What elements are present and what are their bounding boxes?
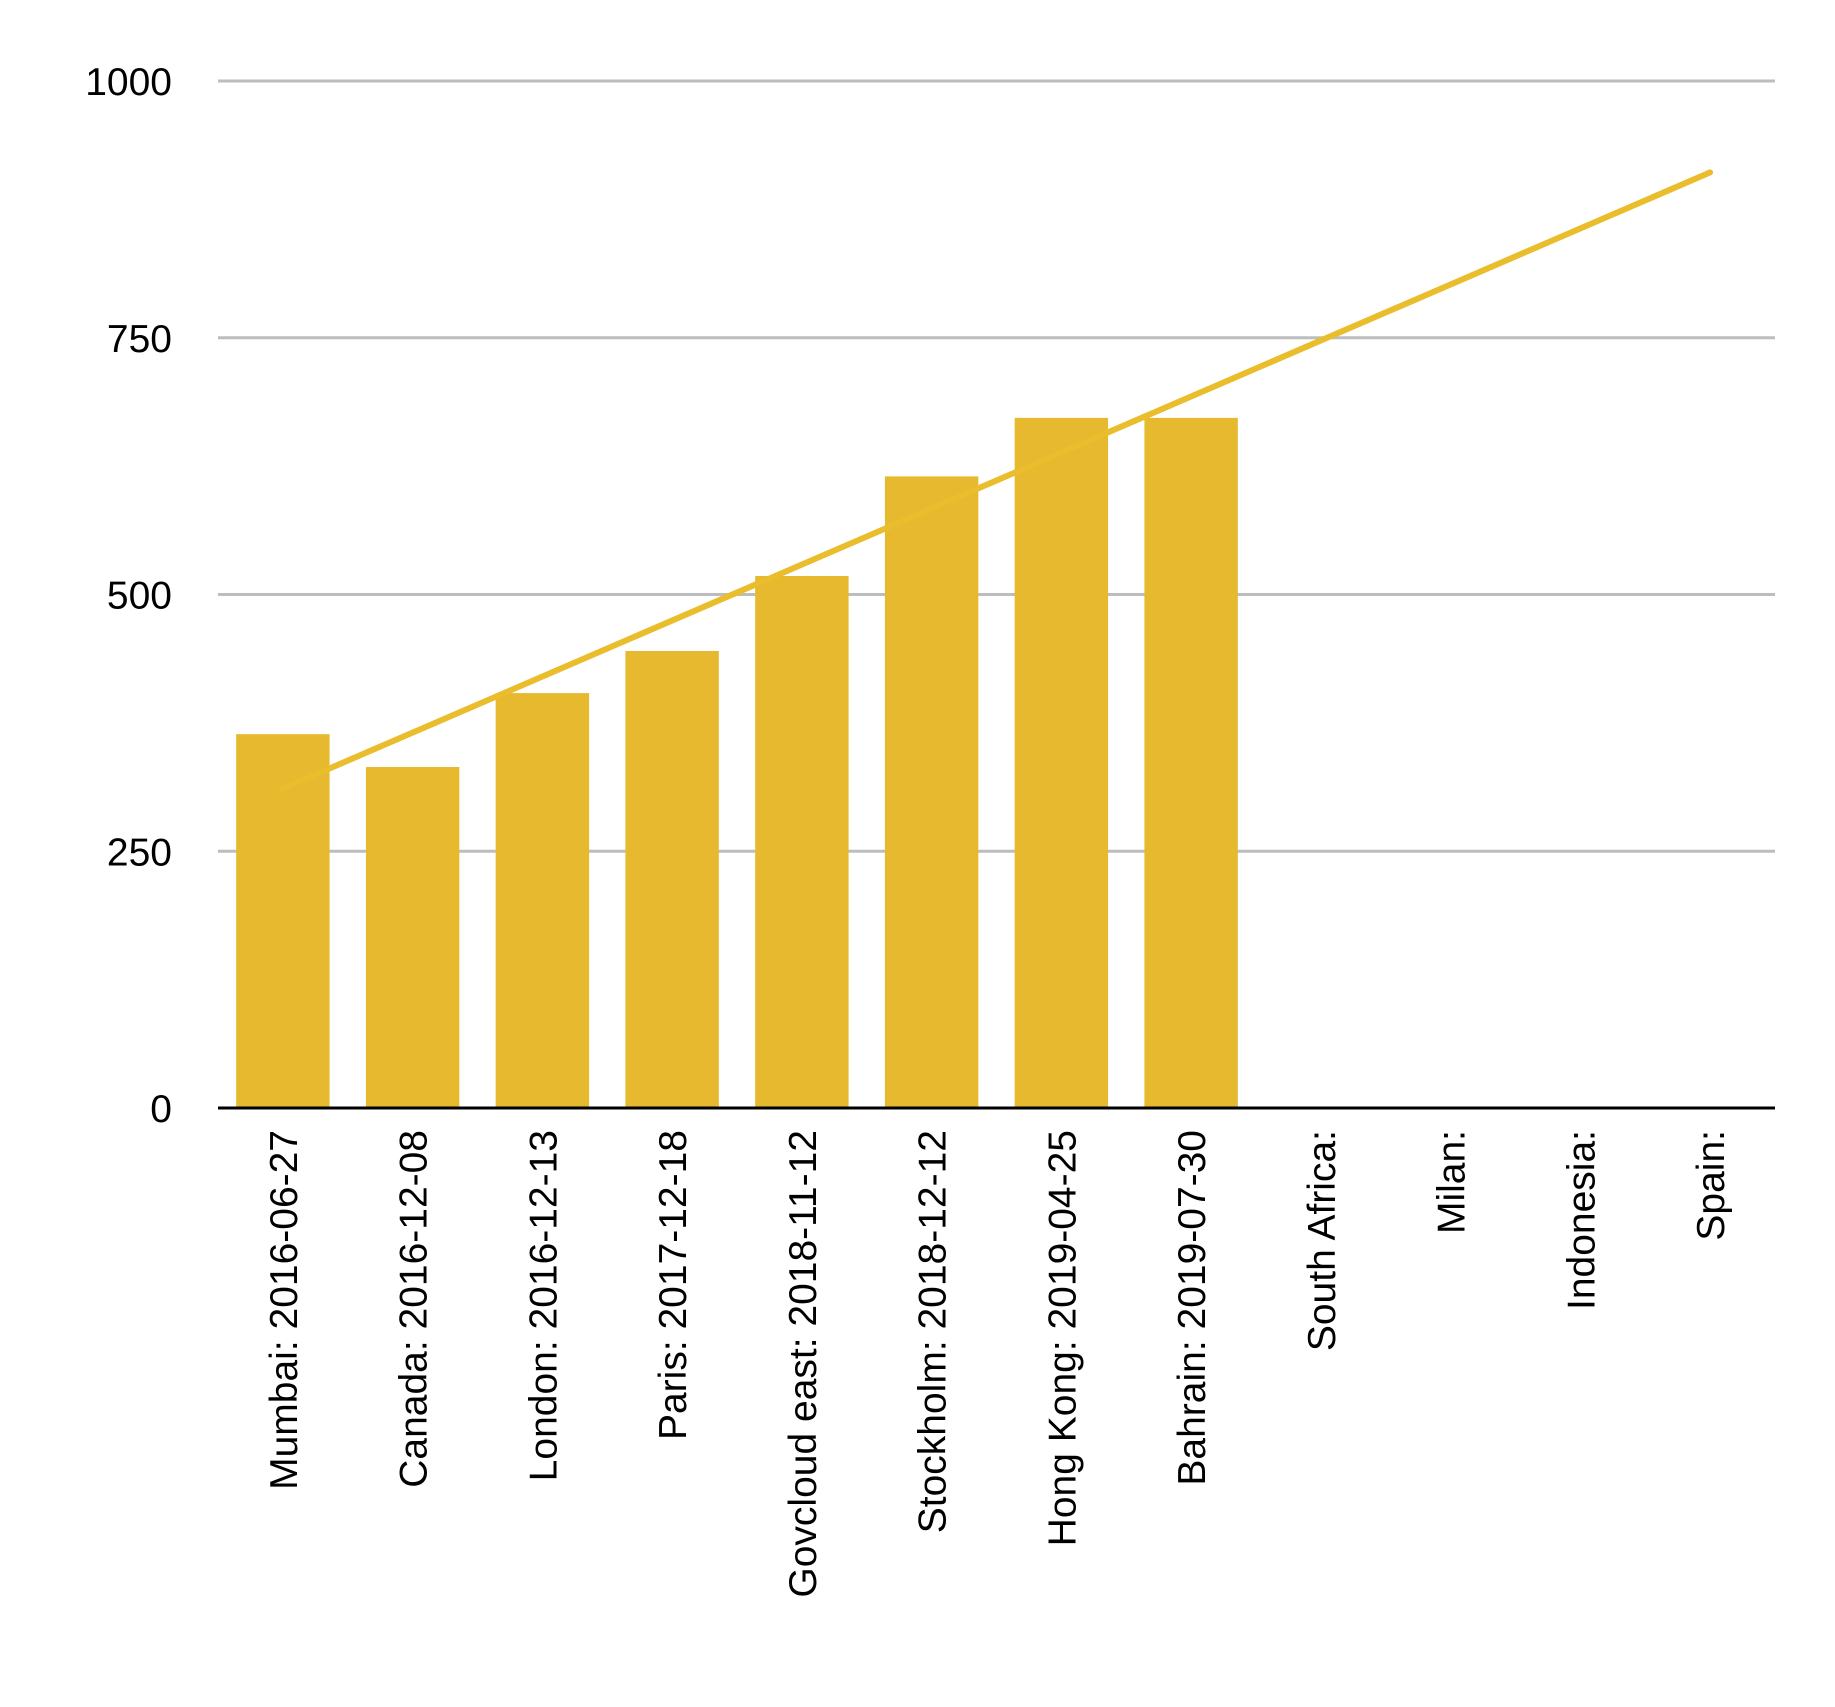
y-axis-ticks: 0 250 500 750 1000	[85, 61, 172, 1131]
x-tick-label: Canada: 2016-12-08	[393, 1130, 436, 1488]
bar	[625, 650, 719, 1108]
y-tick-label: 0	[150, 1088, 172, 1131]
y-tick-label: 750	[107, 318, 172, 361]
y-tick-label: 500	[107, 575, 172, 618]
bar	[1144, 417, 1238, 1109]
x-tick-label: Govcloud east: 2018-11-12	[782, 1130, 825, 1598]
x-tick-label: Bahrain: 2019-07-30	[1171, 1130, 1214, 1486]
x-tick-label: Paris: 2017-12-18	[652, 1130, 695, 1440]
y-tick-label: 250	[107, 831, 172, 874]
x-axis-labels: Mumbai: 2016-06-27 Canada: 2016-12-08 Lond…	[263, 1130, 1733, 1598]
bar	[365, 767, 460, 1108]
bar	[755, 576, 849, 1108]
bar	[884, 476, 979, 1108]
x-tick-label: Stockholm: 2018-12-12	[912, 1130, 955, 1533]
bars	[236, 417, 1238, 1109]
bar	[236, 734, 330, 1108]
bar	[495, 693, 590, 1108]
x-tick-label: Milan:	[1431, 1130, 1474, 1234]
bar	[1014, 417, 1109, 1109]
x-tick-label: Indonesia:	[1560, 1130, 1603, 1310]
y-tick-label: 1000	[85, 61, 172, 104]
x-tick-label: Hong Kong: 2019-04-25	[1041, 1130, 1084, 1546]
trendline	[279, 169, 1714, 792]
x-tick-label: Mumbai: 2016-06-27	[263, 1130, 306, 1490]
trendline-group	[279, 169, 1714, 792]
x-tick-label: London: 2016-12-13	[522, 1130, 565, 1481]
x-tick-label: South Africa:	[1301, 1130, 1344, 1351]
gridlines	[218, 79, 1775, 853]
x-tick-label: Spain:	[1690, 1130, 1733, 1241]
